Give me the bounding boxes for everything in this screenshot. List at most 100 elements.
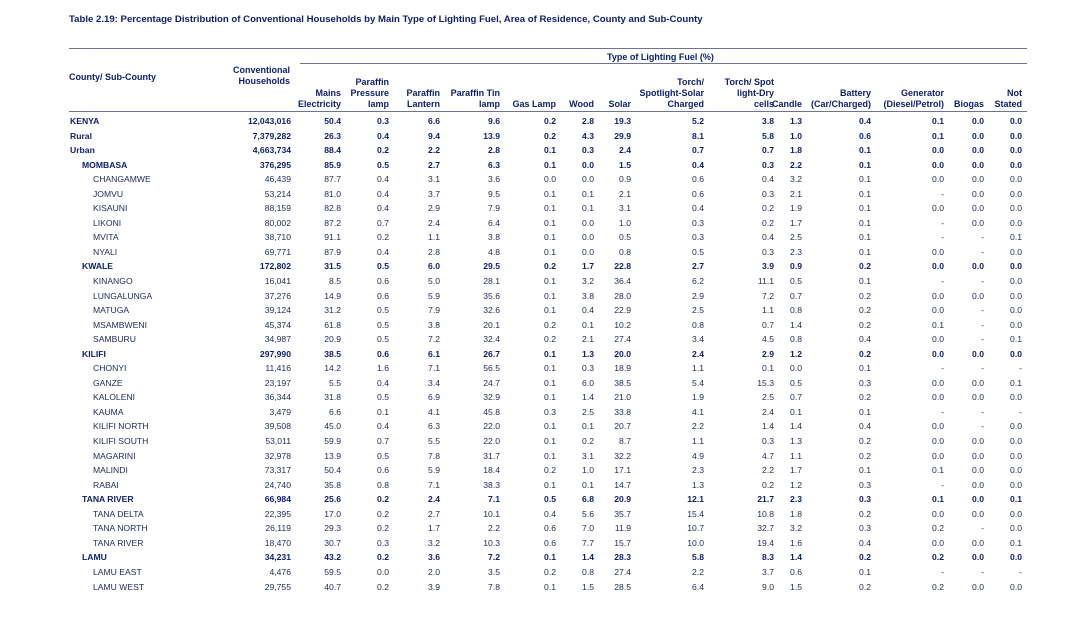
cell-torch1: 0.3 xyxy=(692,232,704,243)
cell-biogas: 0.0 xyxy=(972,377,984,388)
cell-ppl: 0.4 xyxy=(377,203,389,214)
table-body: KENYA 12,043,016 50.4 0.3 6.6 9.6 0.2 2.8 19.3 5.… xyxy=(0,114,1081,594)
cell-battery: 0.4 xyxy=(859,116,871,126)
row-name: LAMU EAST xyxy=(93,566,142,577)
cell-solar: 27.4 xyxy=(614,334,631,345)
cell-ptl: 26.7 xyxy=(483,348,500,359)
column-header-line: Torch/ xyxy=(677,77,704,87)
header-group-label: Type of Lighting Fuel (%) xyxy=(607,52,714,62)
column-header-gas: Gas Lamp xyxy=(456,99,556,110)
cell-pl: 7.8 xyxy=(428,450,440,461)
column-header-line: Not xyxy=(1007,88,1022,98)
column-header-line: Mains xyxy=(315,88,341,98)
cell-generator: 0.0 xyxy=(932,290,944,301)
cell-torch2: 0.2 xyxy=(762,203,774,214)
cell-torch1: 2.7 xyxy=(692,261,704,272)
cell-ptl: 20.1 xyxy=(483,319,500,330)
cell-notstated: 0.0 xyxy=(1010,145,1022,156)
cell-ppl: 0.2 xyxy=(377,145,389,156)
cell-torch1: 1.9 xyxy=(692,392,704,403)
row-name: KILIFI NORTH xyxy=(93,421,149,432)
row-households: 32,978 xyxy=(264,450,291,461)
cell-gas: 0.2 xyxy=(544,566,556,577)
cell-torch2: 0.2 xyxy=(762,479,774,490)
cell-candle: 2.3 xyxy=(790,494,802,505)
row-households: 11,416 xyxy=(265,363,291,374)
cell-torch1: 0.6 xyxy=(692,174,704,185)
cell-gas: 0.2 xyxy=(544,334,556,345)
cell-gas: 0.1 xyxy=(544,145,556,156)
cell-biogas: 0.0 xyxy=(972,130,984,141)
column-header-wood: Wood xyxy=(494,99,594,110)
cell-ptl: 32.6 xyxy=(483,305,500,316)
cell-notstated: 0.0 xyxy=(1010,116,1022,126)
cell-wood: 1.4 xyxy=(582,392,594,403)
cell-candle: 2.3 xyxy=(790,246,802,257)
cell-wood: 0.8 xyxy=(582,566,594,577)
cell-torch2: 1.1 xyxy=(762,305,774,316)
cell-battery: 0.1 xyxy=(859,246,871,257)
row-name: KAUMA xyxy=(93,406,124,417)
row-name: MOMBASA xyxy=(82,159,128,170)
cell-generator: 0.1 xyxy=(932,465,944,476)
cell-mains: 25.6 xyxy=(324,494,341,505)
cell-wood: 0.0 xyxy=(582,159,594,170)
row-households: 80,002 xyxy=(264,217,291,228)
cell-gas: 0.2 xyxy=(544,319,556,330)
cell-torch1: 6.4 xyxy=(692,581,704,592)
cell-solar: 21.0 xyxy=(614,392,631,403)
cell-solar: 36.4 xyxy=(614,276,631,287)
cell-notstated: 0.0 xyxy=(1010,261,1022,272)
column-header-line: Stated xyxy=(994,99,1022,109)
cell-wood: 0.3 xyxy=(582,363,594,374)
cell-torch1: 15.4 xyxy=(687,508,704,519)
cell-torch1: 2.9 xyxy=(692,290,704,301)
cell-ppl: 0.7 xyxy=(377,217,389,228)
cell-ppl: 0.2 xyxy=(377,552,389,563)
cell-battery: 0.3 xyxy=(859,494,871,505)
cell-battery: 0.6 xyxy=(859,130,871,141)
cell-wood: 0.0 xyxy=(582,246,594,257)
cell-ptl: 9.5 xyxy=(488,188,500,199)
cell-torch1: 0.6 xyxy=(692,188,704,199)
cell-wood: 1.5 xyxy=(582,581,594,592)
cell-torch1: 6.2 xyxy=(692,276,704,287)
cell-ptl: 6.3 xyxy=(488,159,500,170)
cell-solar: 1.0 xyxy=(619,217,631,228)
cell-ppl: 0.4 xyxy=(377,130,389,141)
cell-candle: 0.5 xyxy=(790,276,802,287)
cell-pl: 7.1 xyxy=(428,363,440,374)
cell-wood: 7.7 xyxy=(582,537,594,548)
cell-wood: 0.4 xyxy=(582,305,594,316)
cell-wood: 6.0 xyxy=(582,377,594,388)
column-header-line: Torch/ Spot xyxy=(724,77,774,87)
table-row: SAMBURU 34,987 20.9 0.5 7.2 32.4 0.2 2.1 27.4 3.4… xyxy=(0,332,1081,347)
cell-torch2: 21.7 xyxy=(757,494,774,505)
cell-battery: 0.2 xyxy=(859,305,871,316)
cell-pl: 5.9 xyxy=(428,465,440,476)
cell-solar: 10.2 xyxy=(614,319,631,330)
cell-generator: 0.0 xyxy=(932,421,944,432)
cell-biogas: - xyxy=(981,566,984,577)
cell-ptl: 3.5 xyxy=(488,566,500,577)
cell-notstated: - xyxy=(1019,406,1022,417)
cell-gas: 0.1 xyxy=(544,159,556,170)
cell-mains: 14.9 xyxy=(324,290,341,301)
row-households: 73,317 xyxy=(264,465,291,476)
cell-solar: 32.2 xyxy=(614,450,631,461)
cell-mains: 20.9 xyxy=(324,334,341,345)
cell-notstated: 0.0 xyxy=(1010,159,1022,170)
cell-torch2: 5.8 xyxy=(762,130,774,141)
table-row: CHONYI 11,416 14.2 1.6 7.1 56.5 0.1 0.3 18.9 1.1 0… xyxy=(0,361,1081,376)
cell-biogas: 0.0 xyxy=(972,261,984,272)
cell-mains: 88.4 xyxy=(324,145,341,156)
column-header-line: Paraffin xyxy=(406,88,440,98)
cell-battery: 0.4 xyxy=(859,421,871,432)
cell-torch2: 0.3 xyxy=(762,436,774,447)
cell-mains: 40.7 xyxy=(324,581,341,592)
cell-gas: 0.2 xyxy=(544,116,556,126)
row-households: 36,344 xyxy=(264,392,291,403)
cell-gas: 0.1 xyxy=(544,217,556,228)
cell-gas: 0.1 xyxy=(544,436,556,447)
cell-pl: 3.7 xyxy=(428,188,440,199)
